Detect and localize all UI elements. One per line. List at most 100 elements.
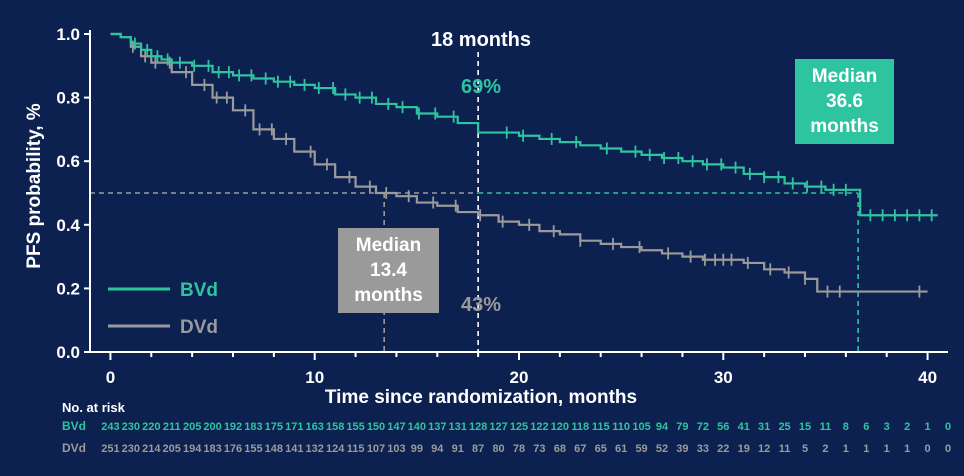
risk-value-dvd: 67: [574, 443, 586, 455]
y-tick-label: 0.2: [56, 279, 80, 298]
bvd-median-label: Median: [812, 66, 877, 87]
risk-value-bvd: 120: [551, 421, 569, 433]
risk-value-dvd: 11: [779, 443, 791, 455]
risk-value-dvd: 80: [492, 443, 504, 455]
risk-value-dvd: 214: [142, 443, 161, 455]
risk-value-dvd: 0: [945, 443, 951, 455]
risk-value-bvd: 140: [408, 421, 426, 433]
risk-value-dvd: 68: [554, 443, 566, 455]
x-tick-label: 0: [106, 368, 115, 387]
y-tick-label: 0.0: [56, 343, 80, 362]
y-tick-label: 1.0: [56, 25, 80, 44]
risk-value-dvd: 251: [101, 443, 119, 455]
y-axis-title: PFS probability, %: [24, 103, 45, 268]
risk-value-bvd: 125: [510, 421, 528, 433]
risk-value-dvd: 1: [843, 443, 849, 455]
risk-value-bvd: 3: [884, 421, 890, 433]
risk-value-bvd: 163: [306, 421, 324, 433]
risk-value-dvd: 141: [285, 443, 303, 455]
risk-value-dvd: 78: [513, 443, 525, 455]
risk-value-dvd: 94: [431, 443, 444, 455]
risk-value-bvd: 79: [676, 421, 688, 433]
risk-value-bvd: 150: [367, 421, 385, 433]
risk-value-bvd: 127: [489, 421, 507, 433]
risk-value-dvd: 39: [676, 443, 688, 455]
x-tick-label: 10: [305, 368, 324, 387]
risk-value-bvd: 2: [904, 421, 910, 433]
risk-value-bvd: 183: [244, 421, 262, 433]
risk-value-bvd: 105: [632, 421, 650, 433]
y-tick-label: 0.6: [56, 152, 80, 171]
risk-value-bvd: 15: [799, 421, 811, 433]
dvd-median-box: [338, 228, 439, 313]
risk-value-bvd: 41: [738, 421, 750, 433]
risk-value-dvd: 59: [635, 443, 647, 455]
risk-value-bvd: 205: [183, 421, 201, 433]
bvd-median-unit: months: [810, 116, 879, 137]
axis-ticks: 0.0 0.2 0.4 0.6 0.8 1.0 0 10 20 30 40: [56, 25, 937, 387]
risk-value-bvd: 175: [265, 421, 283, 433]
dvd-median-label: Median: [356, 235, 421, 256]
risk-value-bvd: 72: [697, 421, 709, 433]
risk-table: No. at risk BVd 243 230 220 211 205 200 192 183 1…: [62, 400, 951, 455]
bvd-median-value: 36.6: [826, 91, 863, 112]
reference-lines: [90, 52, 859, 352]
risk-value-dvd: 155: [244, 443, 262, 455]
risk-value-dvd: 0: [925, 443, 931, 455]
series: [110, 32, 938, 298]
risk-value-dvd: 61: [615, 443, 627, 455]
risk-value-bvd: 118: [571, 421, 589, 433]
risk-value-dvd: 132: [306, 443, 324, 455]
risk-value-bvd: 192: [224, 421, 242, 433]
risk-value-bvd: 128: [469, 421, 487, 433]
risk-value-dvd: 22: [717, 443, 729, 455]
risk-value-dvd: 33: [697, 443, 709, 455]
risk-value-bvd: 131: [449, 421, 467, 433]
risk-table-title: No. at risk: [62, 400, 126, 415]
legend-label-dvd: DVd: [180, 317, 218, 338]
risk-value-dvd: 87: [472, 443, 484, 455]
risk-value-bvd: 11: [820, 421, 832, 433]
x-axis-title: Time since randomization, months: [325, 387, 637, 408]
risk-value-dvd: 1: [884, 443, 890, 455]
annotation-18-months: 18 months: [431, 29, 531, 51]
risk-value-dvd: 5: [802, 443, 808, 455]
risk-value-dvd: 183: [203, 443, 221, 455]
risk-value-dvd: 115: [347, 443, 365, 455]
risk-value-bvd: 31: [758, 421, 770, 433]
risk-value-dvd: 103: [387, 443, 405, 455]
risk-value-dvd: 19: [738, 443, 750, 455]
series-line-dvd: [110, 32, 928, 293]
risk-value-bvd: 1: [925, 421, 931, 433]
risk-value-bvd: 25: [778, 421, 790, 433]
risk-value-dvd: 91: [452, 443, 464, 455]
risk-value-dvd: 52: [656, 443, 668, 455]
risk-value-bvd: 115: [592, 421, 610, 433]
x-tick-label: 40: [918, 368, 937, 387]
risk-value-dvd: 124: [326, 443, 345, 455]
risk-value-dvd: 1: [863, 443, 869, 455]
risk-value-bvd: 122: [530, 421, 548, 433]
risk-value-bvd: 0: [945, 421, 951, 433]
risk-value-bvd: 8: [843, 421, 849, 433]
risk-value-bvd: 171: [285, 421, 303, 433]
risk-value-bvd: 230: [122, 421, 140, 433]
risk-value-bvd: 56: [717, 421, 729, 433]
risk-value-bvd: 220: [142, 421, 160, 433]
risk-value-bvd: 137: [428, 421, 446, 433]
y-tick-label: 0.8: [56, 89, 80, 108]
risk-row-label-bvd: BVd: [62, 419, 86, 433]
y-tick-label: 0.4: [56, 216, 80, 235]
risk-value-bvd: 200: [203, 421, 221, 433]
bvd-median-box: [795, 59, 894, 144]
risk-row-label-dvd: DVd: [62, 441, 86, 455]
risk-value-bvd: 6: [863, 421, 869, 433]
risk-value-bvd: 147: [387, 421, 405, 433]
legend: BVd DVd: [108, 280, 218, 338]
risk-value-dvd: 65: [595, 443, 607, 455]
risk-value-bvd: 211: [163, 421, 181, 433]
risk-value-dvd: 176: [224, 443, 242, 455]
risk-value-bvd: 94: [656, 421, 669, 433]
risk-value-dvd: 2: [822, 443, 828, 455]
legend-label-bvd: BVd: [180, 280, 218, 301]
